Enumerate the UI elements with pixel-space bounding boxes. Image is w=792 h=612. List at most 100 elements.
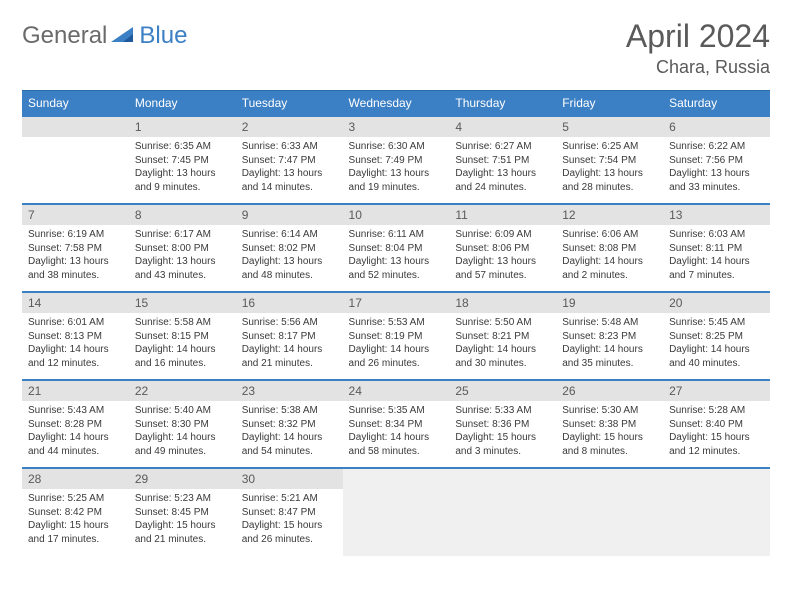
day-number-bar-empty (22, 117, 129, 137)
calendar-day-cell: 26Sunrise: 5:30 AMSunset: 8:38 PMDayligh… (556, 380, 663, 468)
daylight-line: Daylight: 13 hours and 52 minutes. (349, 255, 444, 282)
day-details: Sunrise: 5:53 AMSunset: 8:19 PMDaylight:… (343, 313, 450, 374)
calendar-week-row: 1Sunrise: 6:35 AMSunset: 7:45 PMDaylight… (22, 116, 770, 204)
logo-text-general: General (22, 22, 107, 50)
calendar-day-cell: 20Sunrise: 5:45 AMSunset: 8:25 PMDayligh… (663, 292, 770, 380)
day-number: 3 (343, 117, 450, 137)
daylight-line: Daylight: 13 hours and 24 minutes. (455, 167, 550, 194)
calendar-day-cell: 8Sunrise: 6:17 AMSunset: 8:00 PMDaylight… (129, 204, 236, 292)
sunrise-line: Sunrise: 5:56 AM (242, 316, 337, 330)
daylight-line: Daylight: 13 hours and 48 minutes. (242, 255, 337, 282)
sunset-line: Sunset: 8:13 PM (28, 330, 123, 344)
calendar-day-cell: 10Sunrise: 6:11 AMSunset: 8:04 PMDayligh… (343, 204, 450, 292)
daylight-line: Daylight: 14 hours and 44 minutes. (28, 431, 123, 458)
calendar-day-cell: 7Sunrise: 6:19 AMSunset: 7:58 PMDaylight… (22, 204, 129, 292)
daylight-line: Daylight: 15 hours and 17 minutes. (28, 519, 123, 546)
sunrise-line: Sunrise: 5:43 AM (28, 404, 123, 418)
sunrise-line: Sunrise: 5:40 AM (135, 404, 230, 418)
day-details: Sunrise: 5:45 AMSunset: 8:25 PMDaylight:… (663, 313, 770, 374)
day-details: Sunrise: 6:17 AMSunset: 8:00 PMDaylight:… (129, 225, 236, 286)
daylight-line: Daylight: 14 hours and 26 minutes. (349, 343, 444, 370)
calendar-day-cell: 2Sunrise: 6:33 AMSunset: 7:47 PMDaylight… (236, 116, 343, 204)
day-details: Sunrise: 5:43 AMSunset: 8:28 PMDaylight:… (22, 401, 129, 462)
location-label: Chara, Russia (626, 57, 770, 78)
daylight-line: Daylight: 13 hours and 14 minutes. (242, 167, 337, 194)
day-details: Sunrise: 5:25 AMSunset: 8:42 PMDaylight:… (22, 489, 129, 550)
calendar-day-cell: 18Sunrise: 5:50 AMSunset: 8:21 PMDayligh… (449, 292, 556, 380)
daylight-line: Daylight: 14 hours and 40 minutes. (669, 343, 764, 370)
day-number: 20 (663, 293, 770, 313)
logo-triangle-icon (111, 25, 137, 48)
calendar-day-cell (343, 468, 450, 556)
daylight-line: Daylight: 14 hours and 2 minutes. (562, 255, 657, 282)
sunset-line: Sunset: 7:45 PM (135, 154, 230, 168)
sunset-line: Sunset: 8:47 PM (242, 506, 337, 520)
sunrise-line: Sunrise: 5:30 AM (562, 404, 657, 418)
logo: General Blue (22, 22, 187, 50)
calendar-day-cell (556, 468, 663, 556)
day-number: 21 (22, 381, 129, 401)
daylight-line: Daylight: 14 hours and 12 minutes. (28, 343, 123, 370)
sunset-line: Sunset: 8:28 PM (28, 418, 123, 432)
title-block: April 2024 Chara, Russia (626, 18, 770, 78)
sunset-line: Sunset: 8:15 PM (135, 330, 230, 344)
sunset-line: Sunset: 8:04 PM (349, 242, 444, 256)
day-number: 15 (129, 293, 236, 313)
weekday-header: Monday (129, 91, 236, 117)
day-details: Sunrise: 6:19 AMSunset: 7:58 PMDaylight:… (22, 225, 129, 286)
day-number: 16 (236, 293, 343, 313)
daylight-line: Daylight: 15 hours and 12 minutes. (669, 431, 764, 458)
calendar-day-cell: 28Sunrise: 5:25 AMSunset: 8:42 PMDayligh… (22, 468, 129, 556)
day-number: 19 (556, 293, 663, 313)
sunrise-line: Sunrise: 6:03 AM (669, 228, 764, 242)
sunset-line: Sunset: 8:00 PM (135, 242, 230, 256)
day-number: 23 (236, 381, 343, 401)
daylight-line: Daylight: 15 hours and 3 minutes. (455, 431, 550, 458)
calendar-day-cell: 13Sunrise: 6:03 AMSunset: 8:11 PMDayligh… (663, 204, 770, 292)
sunset-line: Sunset: 8:23 PM (562, 330, 657, 344)
day-number: 2 (236, 117, 343, 137)
calendar-day-cell: 30Sunrise: 5:21 AMSunset: 8:47 PMDayligh… (236, 468, 343, 556)
calendar-day-cell: 29Sunrise: 5:23 AMSunset: 8:45 PMDayligh… (129, 468, 236, 556)
day-number: 10 (343, 205, 450, 225)
sunset-line: Sunset: 8:25 PM (669, 330, 764, 344)
day-details: Sunrise: 6:03 AMSunset: 8:11 PMDaylight:… (663, 225, 770, 286)
calendar-day-cell: 16Sunrise: 5:56 AMSunset: 8:17 PMDayligh… (236, 292, 343, 380)
day-details: Sunrise: 5:23 AMSunset: 8:45 PMDaylight:… (129, 489, 236, 550)
day-details: Sunrise: 6:06 AMSunset: 8:08 PMDaylight:… (556, 225, 663, 286)
day-number-bar-empty (663, 469, 770, 489)
daylight-line: Daylight: 13 hours and 28 minutes. (562, 167, 657, 194)
sunrise-line: Sunrise: 5:53 AM (349, 316, 444, 330)
calendar-day-cell: 19Sunrise: 5:48 AMSunset: 8:23 PMDayligh… (556, 292, 663, 380)
day-number: 1 (129, 117, 236, 137)
sunrise-line: Sunrise: 6:11 AM (349, 228, 444, 242)
sunset-line: Sunset: 7:49 PM (349, 154, 444, 168)
sunrise-line: Sunrise: 6:30 AM (349, 140, 444, 154)
sunrise-line: Sunrise: 6:35 AM (135, 140, 230, 154)
day-details: Sunrise: 6:27 AMSunset: 7:51 PMDaylight:… (449, 137, 556, 198)
sunset-line: Sunset: 8:06 PM (455, 242, 550, 256)
daylight-line: Daylight: 14 hours and 35 minutes. (562, 343, 657, 370)
daylight-line: Daylight: 13 hours and 33 minutes. (669, 167, 764, 194)
sunrise-line: Sunrise: 6:01 AM (28, 316, 123, 330)
sunset-line: Sunset: 8:11 PM (669, 242, 764, 256)
sunset-line: Sunset: 8:30 PM (135, 418, 230, 432)
calendar-day-cell: 24Sunrise: 5:35 AMSunset: 8:34 PMDayligh… (343, 380, 450, 468)
weekday-header: Tuesday (236, 91, 343, 117)
daylight-line: Daylight: 13 hours and 38 minutes. (28, 255, 123, 282)
calendar-day-cell: 9Sunrise: 6:14 AMSunset: 8:02 PMDaylight… (236, 204, 343, 292)
day-details: Sunrise: 6:11 AMSunset: 8:04 PMDaylight:… (343, 225, 450, 286)
sunset-line: Sunset: 8:42 PM (28, 506, 123, 520)
day-details: Sunrise: 6:25 AMSunset: 7:54 PMDaylight:… (556, 137, 663, 198)
day-number: 17 (343, 293, 450, 313)
day-details: Sunrise: 5:56 AMSunset: 8:17 PMDaylight:… (236, 313, 343, 374)
sunrise-line: Sunrise: 6:09 AM (455, 228, 550, 242)
sunrise-line: Sunrise: 5:35 AM (349, 404, 444, 418)
daylight-line: Daylight: 14 hours and 54 minutes. (242, 431, 337, 458)
sunset-line: Sunset: 8:08 PM (562, 242, 657, 256)
day-details: Sunrise: 6:35 AMSunset: 7:45 PMDaylight:… (129, 137, 236, 198)
day-details: Sunrise: 5:40 AMSunset: 8:30 PMDaylight:… (129, 401, 236, 462)
day-number: 18 (449, 293, 556, 313)
sunrise-line: Sunrise: 6:06 AM (562, 228, 657, 242)
sunset-line: Sunset: 8:40 PM (669, 418, 764, 432)
